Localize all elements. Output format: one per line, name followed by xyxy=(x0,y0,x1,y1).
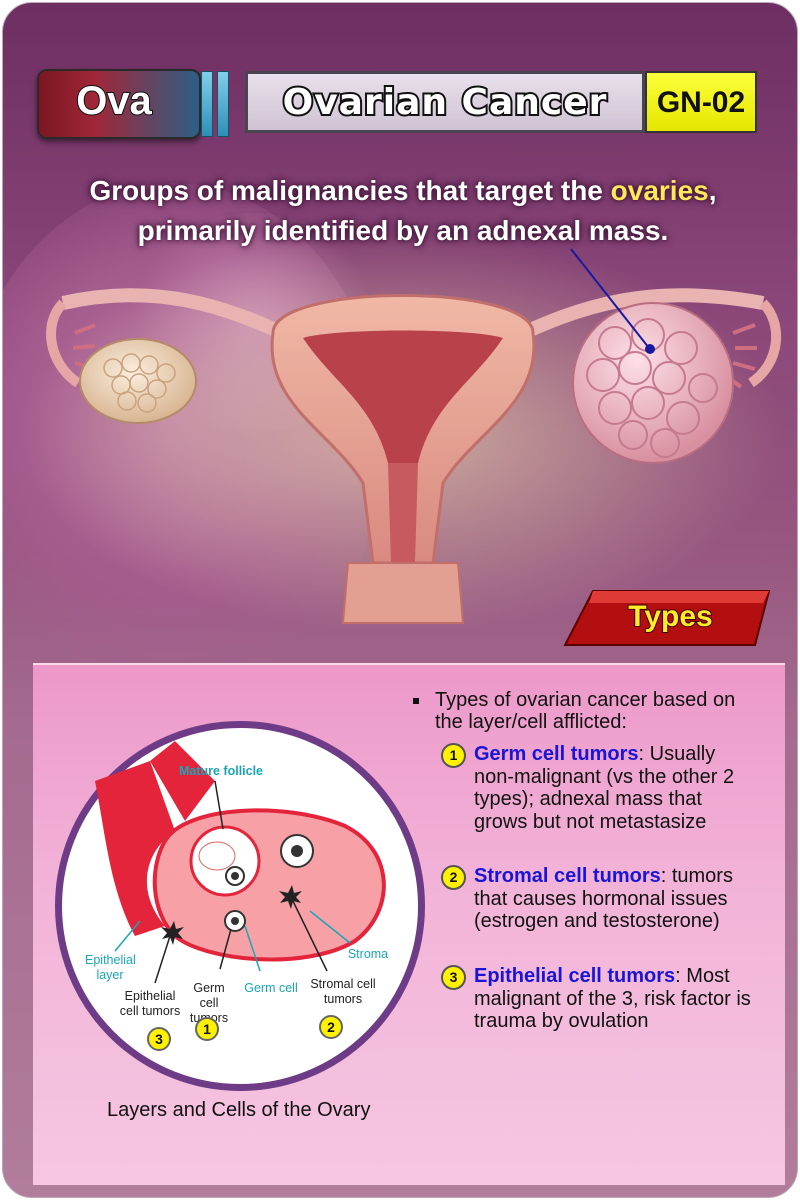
category-badge: Ova xyxy=(37,69,201,139)
title-box: Ovarian Cancer xyxy=(245,71,645,133)
label-stromal-tumors: Stromal cell tumors xyxy=(310,977,376,1006)
code-badge: GN-02 xyxy=(645,71,757,133)
label-mature-follicle: Mature follicle xyxy=(178,764,264,778)
type-body-germ: Germ cell tumors: Usually non-malignant … xyxy=(474,743,759,833)
separator-bar-right xyxy=(217,71,229,137)
type-number-3: 3 xyxy=(441,965,466,990)
bullet-lead: Types of ovarian cancer based on the lay… xyxy=(435,689,736,733)
type-name-germ: Germ cell tumors xyxy=(474,743,639,765)
diagram-number-stromal: 2 xyxy=(319,1015,343,1039)
label-epithelial-tumors: Epithelial cell tumors xyxy=(119,989,181,1018)
card-title: Ovarian Cancer xyxy=(281,80,609,125)
uterus-illustration xyxy=(23,233,783,633)
category-label: Ova xyxy=(75,78,153,124)
intro-part1: Groups of malignancies that target the xyxy=(89,175,611,206)
type-body-epithelial: Epithelial cell tumors: Most malignant o… xyxy=(474,965,759,1033)
diagram-caption: Layers and Cells of the Ovary xyxy=(107,1099,371,1121)
intro-highlight: ovaries xyxy=(610,175,709,206)
type-desc-germ: : Usually non-malignant (vs the other 2 … xyxy=(474,743,735,833)
separator-bar-left xyxy=(201,71,213,137)
type-name-stromal: Stromal cell tumors xyxy=(474,865,661,887)
diagram-number-germ: 1 xyxy=(195,1017,219,1041)
type-desc-stromal: : tumors that causes hormonal issues (es… xyxy=(474,865,733,932)
bullet-square-icon xyxy=(413,698,419,704)
intro-part2: , xyxy=(708,175,717,206)
diagram-number-epithelial: 3 xyxy=(147,1027,171,1051)
label-epithelial-layer: Epithelial layer xyxy=(85,953,136,982)
type-number-1: 1 xyxy=(441,743,466,768)
type-number-2: 2 xyxy=(441,865,466,890)
type-name-epithelial: Epithelial cell tumors xyxy=(474,965,676,987)
label-stroma: Stroma xyxy=(347,947,389,961)
intro-line2: primarily identified by an adnexal mass. xyxy=(137,215,669,246)
section-title: Types xyxy=(627,599,713,634)
card-code: GN-02 xyxy=(656,86,746,119)
intro-text: Groups of malignancies that target the o… xyxy=(53,171,753,251)
ovary-diagram xyxy=(95,741,386,984)
type-desc-epithelial: : Most malignant of the 3, risk factor i… xyxy=(474,965,751,1032)
label-germ-cell: Germ cell xyxy=(244,981,298,995)
types-banner xyxy=(563,590,771,646)
type-body-stromal: Stromal cell tumors: tumors that causes … xyxy=(474,865,759,933)
